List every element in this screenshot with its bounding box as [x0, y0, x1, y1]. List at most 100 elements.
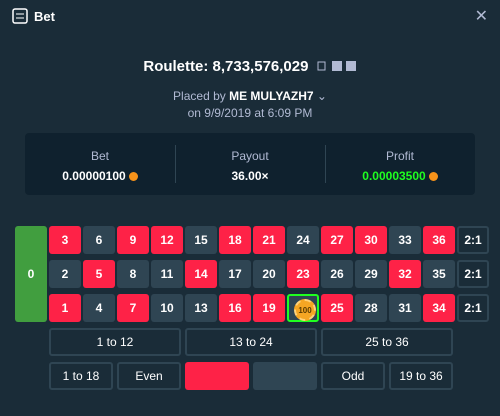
- number-label: 27: [330, 233, 344, 247]
- number-cell[interactable]: 11: [151, 260, 183, 288]
- dozen-bet[interactable]: 13 to 24: [185, 328, 317, 356]
- number-cell[interactable]: 35: [423, 260, 455, 288]
- number-cell[interactable]: 8: [117, 260, 149, 288]
- number-label: 6: [95, 233, 103, 247]
- number-label: 17: [228, 267, 242, 281]
- number-cell[interactable]: 14: [185, 260, 217, 288]
- stat-value: 0.00003500: [325, 169, 475, 183]
- coin-icon: [428, 172, 438, 181]
- chip-label: 100: [298, 305, 312, 315]
- number-cell[interactable]: 36: [423, 226, 455, 254]
- number-cell[interactable]: 3: [49, 226, 81, 254]
- number-cell[interactable]: 9: [117, 226, 149, 254]
- number-label: 24: [296, 233, 310, 247]
- stat: Bet 0.00000100: [25, 133, 175, 195]
- stat-value-text: 36.00×: [231, 169, 269, 183]
- outside-bet[interactable]: 19 to 36: [389, 362, 453, 390]
- header-title: Bet: [34, 9, 55, 24]
- number-label: 14: [194, 267, 208, 281]
- number-cell[interactable]: 31: [389, 294, 421, 322]
- stat: Payout 36.00×: [175, 133, 325, 195]
- number-cell[interactable]: 6: [83, 226, 115, 254]
- number-cell[interactable]: 5: [83, 260, 115, 288]
- dozen-bet[interactable]: 25 to 36: [321, 328, 453, 356]
- number-label: 30: [364, 233, 378, 247]
- stat: Profit 0.00003500: [325, 133, 475, 195]
- number-cell[interactable]: 29: [355, 260, 387, 288]
- number-cell[interactable]: 24: [287, 226, 319, 254]
- stats-panel: Bet 0.00000100 Payout 36.00× Profit 0.0000350…: [25, 133, 475, 195]
- outside-bet[interactable]: Even: [117, 362, 181, 390]
- number-cell[interactable]: 1: [49, 294, 81, 322]
- number-label: 4: [95, 301, 103, 315]
- outside-bet[interactable]: Odd: [321, 362, 385, 390]
- number-cell[interactable]: 19: [253, 294, 285, 322]
- number-cell[interactable]: 15: [185, 226, 217, 254]
- number-cell[interactable]: 4: [83, 294, 115, 322]
- number-label: 36: [432, 233, 446, 247]
- number-cell[interactable]: 30: [355, 226, 387, 254]
- number-cell[interactable]: 22100: [287, 294, 319, 322]
- number-cell[interactable]: 28: [355, 294, 387, 322]
- number-label: 25: [330, 301, 344, 315]
- number-cell[interactable]: 20: [253, 260, 285, 288]
- outside-bet[interactable]: 1 to 18: [49, 362, 113, 390]
- number-cell[interactable]: 13: [185, 294, 217, 322]
- stat-value-text: 0.00000100: [62, 169, 126, 183]
- number-cell[interactable]: 10: [151, 294, 183, 322]
- number-label: 16: [228, 301, 242, 315]
- number-cell[interactable]: 27: [321, 226, 353, 254]
- number-label: 33: [398, 233, 412, 247]
- stat-value: 0.00000100: [25, 169, 175, 183]
- number-label: 12: [160, 233, 174, 247]
- number-label: 35: [432, 267, 446, 281]
- number-cell[interactable]: 34: [423, 294, 455, 322]
- number-label: 29: [364, 267, 378, 281]
- number-label: 1: [61, 301, 69, 315]
- stat-value: 36.00×: [175, 169, 325, 183]
- number-cell[interactable]: 32: [389, 260, 421, 288]
- separator: [325, 145, 326, 183]
- number-label: 8: [129, 267, 137, 281]
- dozen-bet[interactable]: 1 to 12: [49, 328, 181, 356]
- number-cell[interactable]: 25: [321, 294, 353, 322]
- number-label: 3: [61, 233, 69, 247]
- number-cell[interactable]: 33: [389, 226, 421, 254]
- color-bet[interactable]: [253, 362, 317, 390]
- number-label: 21: [262, 233, 276, 247]
- column-bet[interactable]: 2:1: [457, 260, 489, 288]
- number-label: 9: [129, 233, 137, 247]
- number-cell[interactable]: 7: [117, 294, 149, 322]
- stat-value-text: 0.00003500: [362, 169, 426, 183]
- number-cell[interactable]: 12: [151, 226, 183, 254]
- color-bet[interactable]: [185, 362, 249, 390]
- close-button[interactable]: ✕: [474, 8, 488, 25]
- number-cell[interactable]: 21: [253, 226, 285, 254]
- zero-cell[interactable]: 0: [15, 226, 47, 322]
- number-cell[interactable]: 26: [321, 260, 353, 288]
- column-bet[interactable]: 2:1: [457, 226, 489, 254]
- number-cell[interactable]: 17: [219, 260, 251, 288]
- coin-icon: [128, 172, 138, 181]
- game-title: Roulette: 8,733,576,029: [0, 58, 500, 75]
- number-cell[interactable]: 23: [287, 260, 319, 288]
- number-cell[interactable]: 2: [49, 260, 81, 288]
- number-label: 28: [364, 301, 378, 315]
- stat-label: Payout: [231, 149, 269, 163]
- bet-date: on 9/9/2019 at 6:09 PM: [187, 106, 313, 120]
- bet-icon: [12, 8, 28, 24]
- number-label: 11: [160, 267, 174, 281]
- number-label: 23: [296, 267, 310, 281]
- number-cell[interactable]: 18: [219, 226, 251, 254]
- share-icons[interactable]: [317, 60, 357, 72]
- number-label: 20: [262, 267, 276, 281]
- number-label: 7: [129, 301, 137, 315]
- title-text: Roulette: 8,733,576,029: [143, 58, 309, 75]
- number-label: 32: [398, 267, 412, 281]
- user-name[interactable]: ME MULYAZH7: [229, 89, 314, 103]
- number-cell[interactable]: 16: [219, 294, 251, 322]
- column-bet[interactable]: 2:1: [457, 294, 489, 322]
- number-label: 2: [61, 267, 69, 281]
- number-label: 34: [432, 301, 446, 315]
